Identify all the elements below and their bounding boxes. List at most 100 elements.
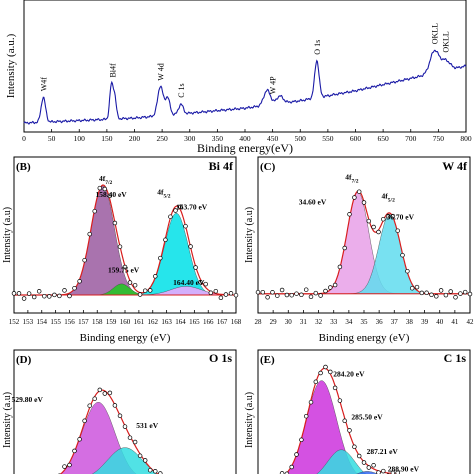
raw-data-point — [62, 464, 67, 469]
raw-data-point — [371, 463, 376, 468]
raw-data-point — [122, 424, 128, 429]
raw-data-point — [163, 237, 168, 243]
x-tick-label: 39 — [421, 318, 429, 326]
raw-data-point — [299, 437, 304, 443]
panel-c-tag: (C) — [260, 161, 276, 173]
x-tick-label: 160 — [120, 318, 131, 326]
panel-a-xlabel: Binding energy(eV) — [197, 141, 293, 155]
survey-peak-label: W 4d — [156, 63, 165, 80]
survey-peak-label: Bi4f — [108, 63, 117, 78]
raw-data-point — [395, 228, 400, 233]
raw-data-point — [158, 255, 163, 261]
raw-data-point — [299, 292, 304, 298]
x-tick-label: 50 — [48, 134, 56, 143]
survey-peak-label: OKLL — [442, 31, 451, 52]
x-tick-label: 450 — [267, 134, 279, 143]
survey-peak-label: W4f — [39, 77, 48, 92]
panel-c-xlabel: Binding energy (eV) — [319, 332, 410, 344]
raw-data-point — [97, 185, 103, 191]
x-tick-label: 166 — [203, 318, 214, 326]
x-tick-label: 37 — [391, 318, 399, 326]
raw-data-point — [385, 213, 391, 219]
component-peak-531 — [91, 447, 159, 474]
raw-data-point — [453, 295, 458, 300]
raw-data-point — [366, 218, 372, 224]
raw-data-point — [173, 208, 178, 213]
peak-label: 529.80 eV — [12, 395, 44, 404]
x-tick-label: 550 — [322, 134, 334, 143]
raw-data-point — [405, 268, 410, 274]
raw-data-point — [198, 280, 203, 285]
x-tick-label: 500 — [295, 134, 307, 143]
raw-data-point — [218, 295, 224, 301]
raw-data-point — [313, 290, 319, 296]
raw-data-point — [279, 471, 285, 474]
x-tick-label: 153 — [23, 318, 34, 326]
raw-data-point — [332, 385, 338, 391]
x-tick-label: 158 — [92, 318, 103, 326]
panel-a-plot-area: W4f Bi4f W 4d C 1s W 4P O 1s OKLL OKLL — [23, 23, 467, 125]
panel-d-o1s: (D) O 1s Intensity (a.u) 529.80 eV 531 eV — [2, 349, 237, 474]
panel-c-x-ticks: 28 29 30 31 32 33 34 35 36 37 38 39 40 41 42 — [255, 310, 474, 326]
raw-data-point — [361, 460, 367, 465]
raw-data-point — [122, 264, 128, 270]
raw-data-point — [414, 284, 420, 290]
raw-data-point — [153, 274, 158, 279]
raw-data-point — [328, 369, 333, 375]
panel-e-c1s: (E) C 1s Intensity (a.u) 284.20 eV 285.50… — [244, 349, 471, 474]
x-tick-label: 36 — [376, 318, 384, 326]
raw-data-point — [429, 292, 434, 298]
raw-data-point — [183, 223, 188, 229]
raw-data-point — [47, 294, 52, 299]
raw-data-point — [67, 462, 72, 468]
raw-data-point — [107, 390, 113, 396]
panel-c-plot-area: 4f7/2 34.60 eV 4f5/2 36.70 eV — [255, 173, 473, 300]
raw-data-point — [82, 257, 87, 263]
raw-data-point — [233, 292, 239, 298]
raw-data-point — [132, 439, 138, 445]
x-tick-label: 162 — [148, 318, 159, 326]
raw-data-point — [31, 294, 37, 300]
raw-data-point — [303, 413, 309, 419]
raw-data-point — [127, 280, 133, 285]
x-tick-label: 700 — [405, 134, 417, 143]
raw-data-point — [458, 291, 463, 296]
raw-data-point — [424, 290, 429, 296]
raw-data-point — [308, 294, 314, 300]
raw-data-point — [260, 289, 266, 295]
raw-data-point — [255, 289, 261, 295]
raw-data-point — [92, 396, 97, 401]
peak-label: 4f7/2 — [345, 173, 359, 185]
peak-label: 288.90 eV — [388, 464, 420, 473]
peak-label: 4f5/2 — [382, 191, 396, 203]
raw-data-point — [213, 288, 219, 294]
peak-label-subscript: 7/2 — [105, 180, 112, 186]
x-tick-label: 0 — [22, 134, 26, 143]
raw-data-point — [342, 245, 347, 251]
survey-peak-label: W 4P — [269, 76, 278, 94]
raw-data-point — [153, 469, 158, 474]
raw-data-point — [265, 295, 270, 300]
raw-data-point — [381, 216, 386, 222]
raw-data-point — [390, 470, 396, 474]
raw-data-point — [26, 291, 32, 296]
raw-data-point — [42, 293, 47, 299]
raw-data-point — [147, 467, 153, 473]
raw-data-point — [361, 200, 367, 205]
x-tick-label: 42 — [467, 318, 474, 326]
peak-label-subscript: 5/2 — [388, 197, 395, 203]
raw-data-point — [62, 288, 67, 293]
raw-data-point — [371, 224, 376, 230]
x-tick-label: 167 — [217, 318, 228, 326]
raw-data-point — [289, 292, 294, 298]
panel-e-ylabel: Intensity (a.u) — [244, 392, 255, 448]
raw-data-point — [67, 293, 72, 299]
x-tick-label: 168 — [231, 318, 242, 326]
x-tick-label: 165 — [189, 318, 200, 326]
raw-data-point — [443, 292, 449, 298]
raw-data-point — [178, 204, 183, 210]
raw-data-point — [97, 387, 103, 393]
x-tick-label: 30 — [285, 318, 293, 326]
raw-data-point — [284, 292, 290, 298]
